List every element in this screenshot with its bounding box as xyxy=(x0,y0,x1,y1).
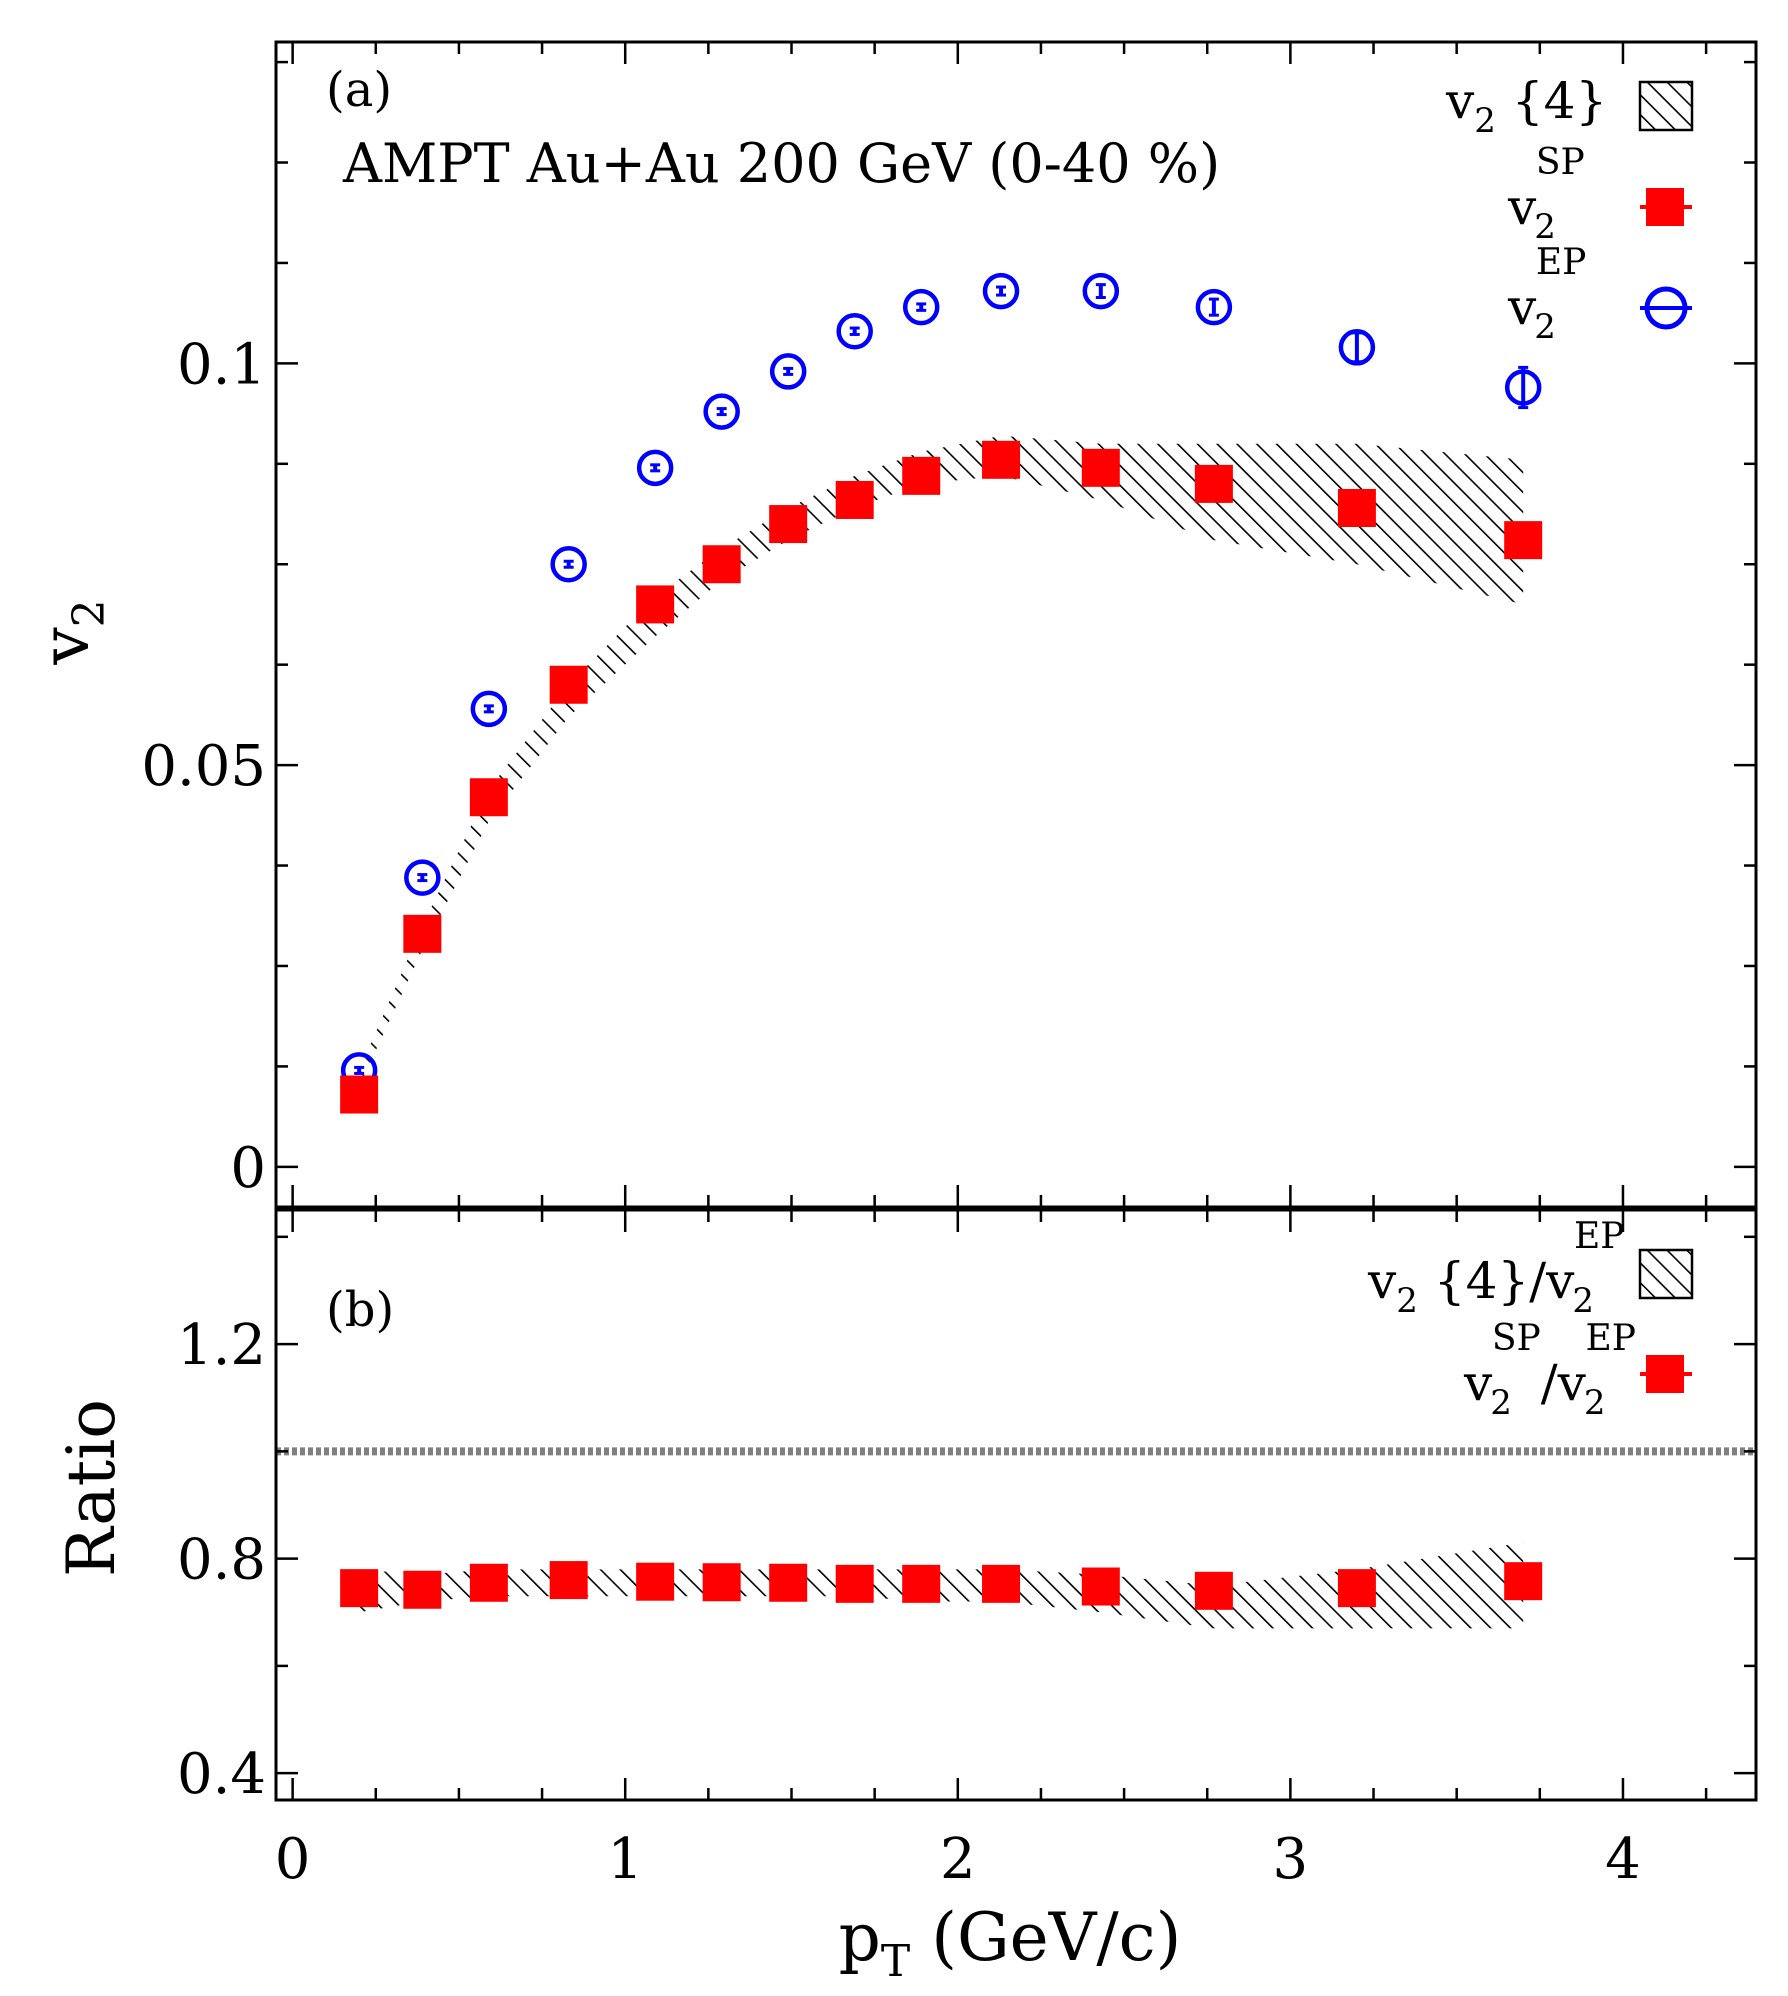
sp-point xyxy=(1337,1569,1376,1608)
panel-a-frame xyxy=(274,40,1758,1209)
chart-title: AMPT Au+Au 200 GeV (0-40 %) xyxy=(342,132,1220,195)
ep-point xyxy=(902,288,940,326)
ep-point xyxy=(636,449,674,487)
sp-point xyxy=(902,456,941,495)
sp-point xyxy=(902,1564,941,1603)
legend-ratio-sp-label: v2SP/v2EP xyxy=(1463,1318,1636,1423)
panel-a: 0 0.05 0.1 (a) AMPT Au+Au 200 GeV (0-40 %)… xyxy=(27,40,1758,1209)
y-tick-label: 0.8 xyxy=(177,1528,266,1593)
x-tick-label: 2 xyxy=(940,1827,976,1892)
ep-point xyxy=(703,393,740,430)
x-axis-label: pT (GeV/c) xyxy=(839,1899,1182,1987)
v2-4-band xyxy=(359,435,1524,1087)
sp-point xyxy=(1337,489,1376,527)
sp-point xyxy=(403,914,442,953)
legend-ratio-v24-label: v2 {4}/v2EP xyxy=(1367,1216,1624,1321)
panel-b-label: (b) xyxy=(326,1282,394,1338)
legend-sp-label: v2SP xyxy=(1507,142,1585,247)
sp-point xyxy=(1504,521,1543,560)
y-tick-label: 1.2 xyxy=(177,1313,266,1378)
ep-point xyxy=(1195,288,1233,326)
x-tick-label: 0 xyxy=(275,1827,311,1892)
x-tick-label: 1 xyxy=(607,1827,643,1892)
sp-point xyxy=(469,1563,508,1602)
sp-point xyxy=(636,1562,675,1601)
sp-point xyxy=(1081,448,1120,487)
ep-point xyxy=(1082,272,1120,310)
ep-point xyxy=(769,353,807,390)
sp-point xyxy=(636,585,675,624)
panel-b-points xyxy=(340,1561,1543,1610)
ep-point xyxy=(982,272,1020,310)
ep-point xyxy=(836,312,873,350)
ep-point xyxy=(550,545,587,583)
sp-point xyxy=(549,665,588,704)
sp-point xyxy=(1194,464,1233,503)
hatched-band-area xyxy=(359,435,1524,1087)
sp-point xyxy=(702,1563,741,1602)
panel-b: 0 1 2 3 4 0.4 0.8 1.2 (b) Ratio v2 {4}/v2EP v2S… xyxy=(53,1208,1758,1892)
sp-point xyxy=(982,440,1021,479)
panel-b-ticks: 0 1 2 3 4 0.4 0.8 1.2 xyxy=(177,1210,1756,1892)
sp-point xyxy=(835,1564,874,1603)
panel-a-label: (a) xyxy=(326,62,392,118)
x-tick-label: 4 xyxy=(1605,1827,1641,1892)
y-axis-label-b: Ratio xyxy=(53,1399,130,1577)
y-tick-label: 0.05 xyxy=(141,734,266,799)
sp-point xyxy=(403,1570,442,1609)
y-tick-label: 0.1 xyxy=(177,332,266,397)
panel-b-frame xyxy=(274,1208,1758,1802)
legend-ep-marker xyxy=(1640,286,1692,330)
panel-a-legend: v2 {4} v2SP v2EP xyxy=(1445,72,1694,347)
sp-point xyxy=(340,1075,379,1114)
ep-point xyxy=(1338,329,1376,366)
legend-ratio-v24-swatch xyxy=(1638,1248,1694,1300)
legend-ratio-sp-marker xyxy=(1640,1355,1692,1393)
y-tick-label: 0.4 xyxy=(177,1742,266,1807)
sp-point xyxy=(1504,1562,1543,1601)
sp-point xyxy=(1194,1571,1233,1610)
sp-point xyxy=(340,1569,379,1608)
legend-v24-label: v2 {4} xyxy=(1445,72,1607,141)
sp-point xyxy=(1081,1567,1120,1606)
legend-sp-marker xyxy=(1640,188,1692,226)
legend-v24-swatch xyxy=(1638,80,1694,132)
sp-point xyxy=(702,545,741,584)
x-tick-label: 3 xyxy=(1273,1827,1309,1892)
sp-point xyxy=(982,1564,1021,1603)
panel-b-legend: v2 {4}/v2EP v2SP/v2EP xyxy=(1367,1216,1694,1423)
sp-point xyxy=(769,505,808,544)
panel-a-points xyxy=(340,272,1543,1114)
ep-point xyxy=(470,690,508,728)
sp-point xyxy=(549,1561,588,1600)
sp-point xyxy=(769,1563,808,1602)
sp-point xyxy=(469,778,508,817)
sp-point xyxy=(835,480,874,519)
panel-a-ticks: 0 0.05 0.1 xyxy=(141,42,1756,1207)
y-axis-label-a: v2 xyxy=(27,599,115,665)
ep-point xyxy=(404,859,441,896)
legend-ep-label: v2EP xyxy=(1507,242,1586,347)
y-tick-label: 0 xyxy=(230,1136,266,1201)
